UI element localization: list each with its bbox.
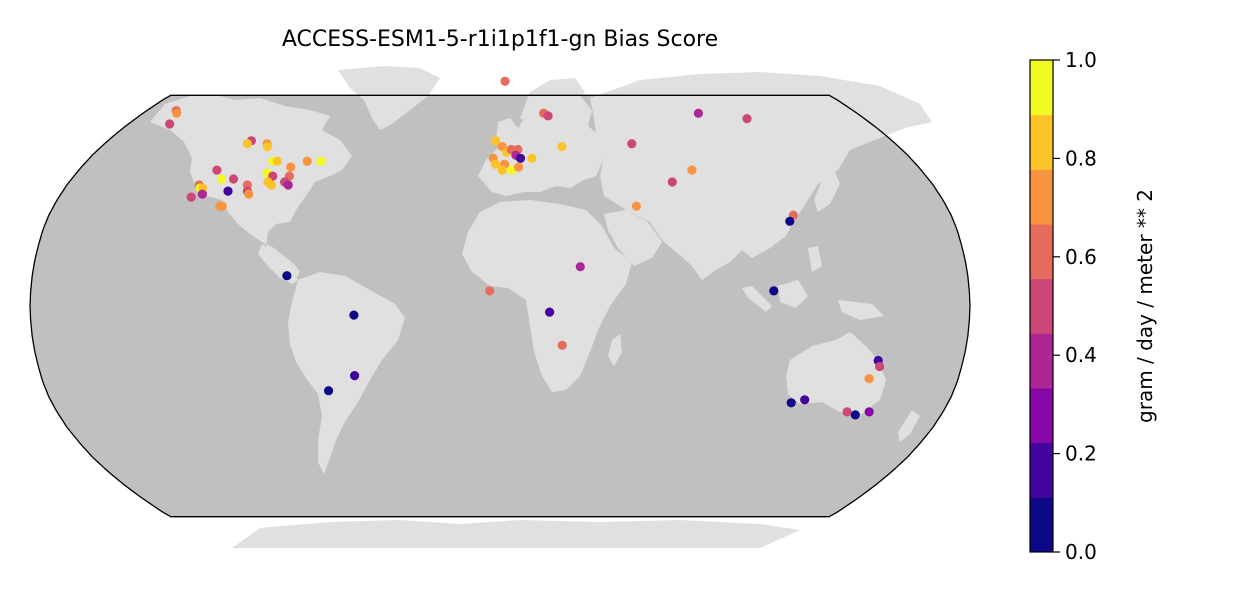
site-marker	[864, 374, 874, 384]
site-marker	[282, 271, 292, 281]
site-marker	[875, 361, 885, 372]
site-marker	[212, 165, 222, 175]
colorbar-bin	[1030, 497, 1053, 553]
site-marker	[557, 340, 567, 350]
site-marker	[172, 108, 182, 118]
site-marker	[545, 307, 555, 317]
colorbar-ticks: 0.0 0.2 0.4 0.6 0.8 1.0	[1053, 48, 1097, 564]
site-marker	[742, 114, 752, 124]
site-marker	[842, 407, 852, 417]
colorbar-frame	[1029, 59, 1054, 553]
land-asia	[590, 72, 932, 280]
site-marker	[242, 139, 252, 149]
colorbar-tick-label: 0.4	[1065, 343, 1097, 367]
site-marker	[785, 216, 795, 226]
site-marker	[850, 410, 860, 420]
map	[29, 66, 971, 548]
site-marker	[223, 186, 233, 196]
colorbar-bin	[1030, 60, 1053, 116]
site-marker	[575, 262, 585, 272]
site-marker	[490, 159, 500, 169]
colorbar-tick-label: 0.8	[1065, 146, 1097, 170]
colorbar-bin	[1030, 388, 1053, 444]
land-british-isles	[496, 118, 518, 150]
site-marker	[497, 165, 507, 175]
land-philippines	[808, 246, 822, 272]
site-marker	[515, 153, 526, 163]
land-south-america	[288, 272, 405, 474]
site-marker	[543, 111, 553, 121]
site-marker	[667, 177, 677, 187]
colorbar-tick-label: 0.0	[1065, 540, 1097, 564]
site-marker	[693, 108, 704, 118]
site-marker	[769, 286, 779, 296]
site-marker	[262, 142, 273, 152]
land-arabia	[604, 210, 662, 266]
colorbar-bin	[1030, 333, 1053, 389]
site-marker	[350, 371, 360, 381]
site-marker	[186, 192, 196, 202]
colorbar-bin	[1030, 442, 1053, 498]
site-marker	[800, 395, 810, 405]
site-marker	[316, 156, 326, 166]
site-marker	[286, 162, 296, 172]
chart-title: ACCESS-ESM1-5-r1i1p1f1-gn Bias Score	[282, 27, 718, 52]
colorbar-tick-label: 0.2	[1065, 442, 1097, 466]
colorbar-tick-label: 0.6	[1065, 245, 1097, 269]
site-markers	[165, 76, 885, 420]
land-japan	[814, 170, 840, 212]
site-marker	[491, 136, 501, 146]
colorbar-bin	[1030, 278, 1053, 334]
site-marker	[485, 286, 495, 296]
land-madagascar	[608, 334, 622, 366]
land-antarctica	[232, 520, 800, 548]
site-marker	[514, 162, 524, 172]
site-marker	[228, 174, 239, 184]
site-marker	[272, 156, 282, 166]
land-new-zealand	[898, 410, 920, 442]
site-marker	[244, 189, 254, 199]
site-marker	[266, 180, 276, 190]
land-australia	[786, 332, 886, 414]
site-marker	[627, 139, 637, 149]
site-marker	[165, 119, 175, 129]
colorbar: 0.0 0.2 0.4 0.6 0.8 1.0 gram / day / meter **…	[1029, 48, 1157, 564]
land-borneo	[778, 280, 808, 308]
site-marker	[507, 165, 517, 175]
site-marker	[283, 180, 293, 190]
site-marker	[786, 398, 796, 408]
site-marker	[324, 386, 334, 396]
colorbar-bin	[1030, 114, 1053, 170]
site-marker	[349, 310, 359, 320]
colorbar-label: gram / day / meter ** 2	[1133, 189, 1157, 423]
site-marker	[302, 156, 312, 166]
land-new-guinea	[838, 300, 884, 320]
land-greenland	[338, 66, 440, 130]
land-sumatra	[742, 286, 772, 312]
site-marker	[217, 201, 227, 211]
colorbar-tick-label: 1.0	[1065, 48, 1097, 72]
colorbar-bins	[1030, 60, 1053, 553]
site-marker	[217, 174, 227, 184]
land-africa	[462, 200, 632, 392]
map-landmasses	[150, 66, 932, 548]
site-marker	[631, 201, 642, 211]
site-marker	[687, 165, 697, 175]
site-marker	[864, 407, 874, 417]
colorbar-bin	[1030, 169, 1053, 225]
site-marker	[500, 76, 510, 86]
land-scandinavia	[520, 78, 585, 126]
map-outline	[29, 94, 971, 518]
site-marker	[557, 142, 567, 152]
site-marker	[527, 153, 537, 163]
site-marker	[197, 189, 207, 199]
colorbar-bin	[1030, 224, 1053, 280]
